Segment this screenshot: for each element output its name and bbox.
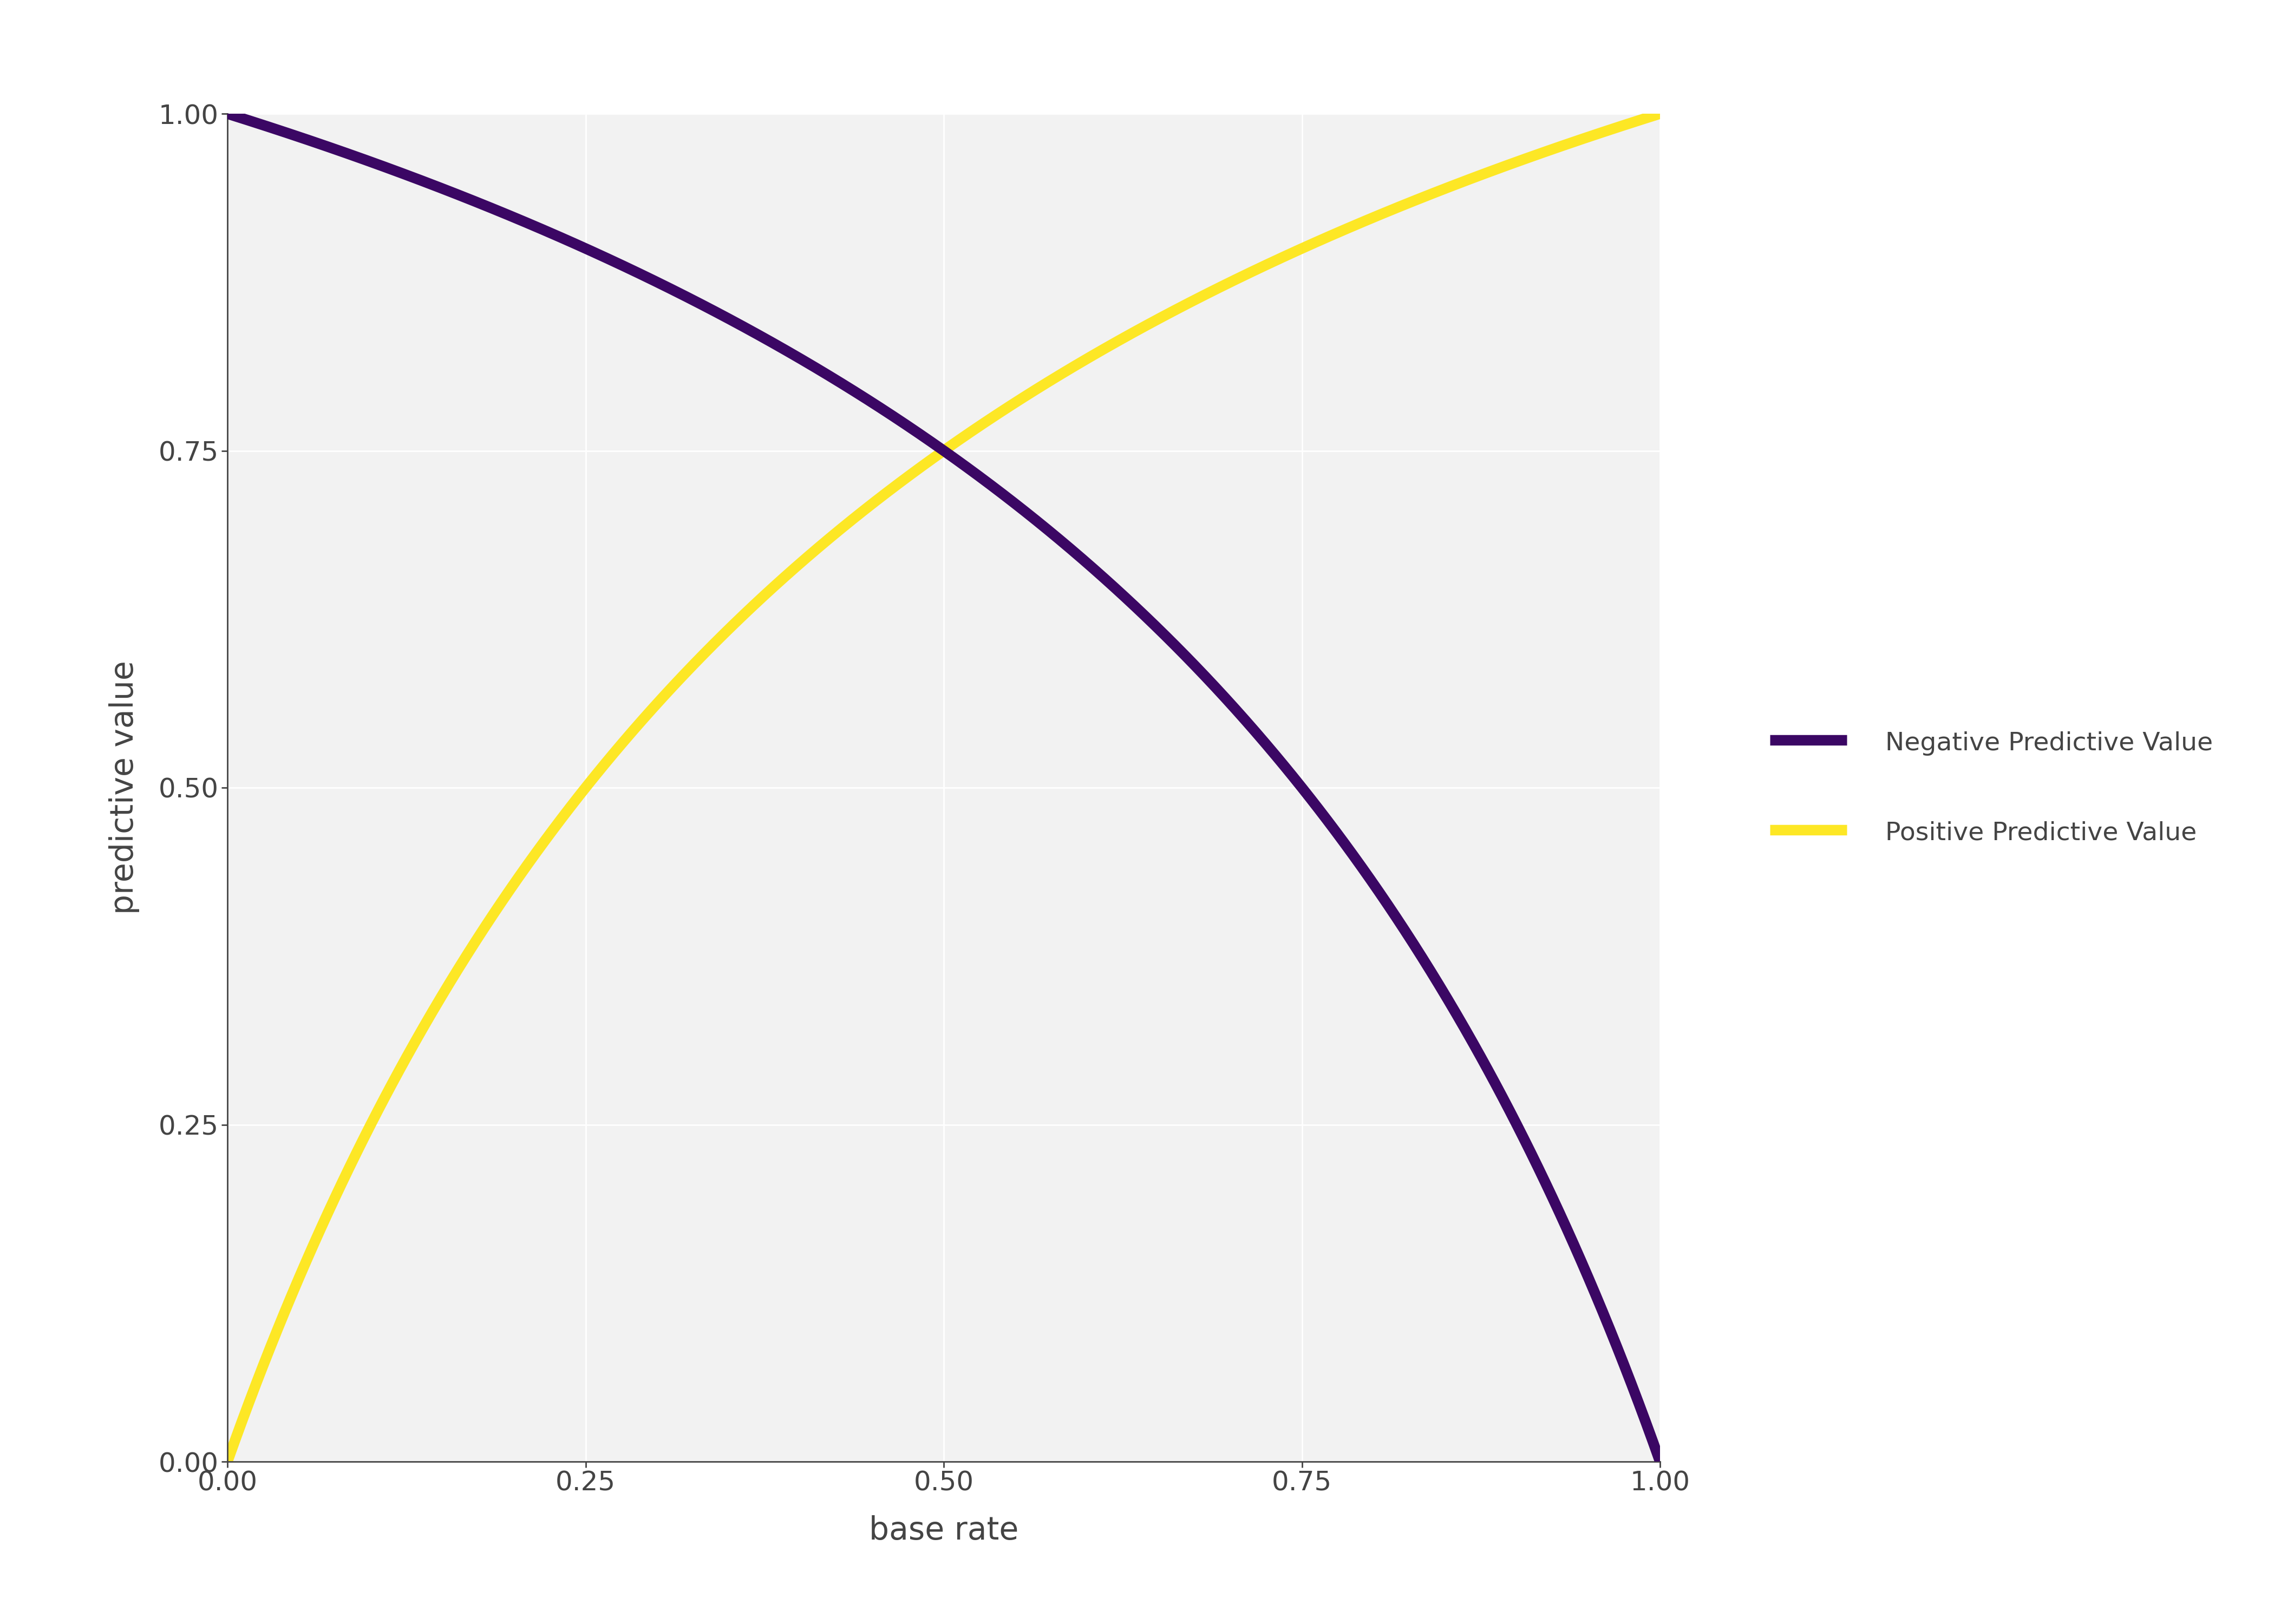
Y-axis label: predictive value: predictive value [109, 661, 139, 914]
Positive Predictive Value [1330, 219, 1358, 239]
Legend: Negative Predictive Value, Positive Predictive Value: Negative Predictive Value, Positive Pred… [1744, 705, 2238, 870]
Positive Predictive Value [1646, 104, 1674, 123]
Negative Predictive Value [214, 104, 241, 123]
Negative Predictive Value [1358, 869, 1385, 888]
Positive Predictive Value [1198, 283, 1226, 302]
Negative Predictive Value [844, 385, 871, 404]
Positive Predictive Value [794, 547, 821, 567]
Negative Predictive Value [359, 153, 387, 172]
Positive Predictive Value [214, 1452, 241, 1471]
Negative Predictive Value [1646, 1452, 1674, 1471]
Line: Negative Predictive Value: Negative Predictive Value [227, 114, 1660, 1462]
Negative Predictive Value [1330, 833, 1358, 853]
Negative Predictive Value [1198, 672, 1226, 692]
Negative Predictive Value [794, 352, 821, 372]
Line: Positive Predictive Value: Positive Predictive Value [227, 114, 1660, 1462]
Positive Predictive Value [844, 505, 871, 525]
Positive Predictive Value [1358, 209, 1385, 229]
X-axis label: base rate: base rate [869, 1515, 1019, 1546]
Positive Predictive Value [359, 1109, 387, 1129]
